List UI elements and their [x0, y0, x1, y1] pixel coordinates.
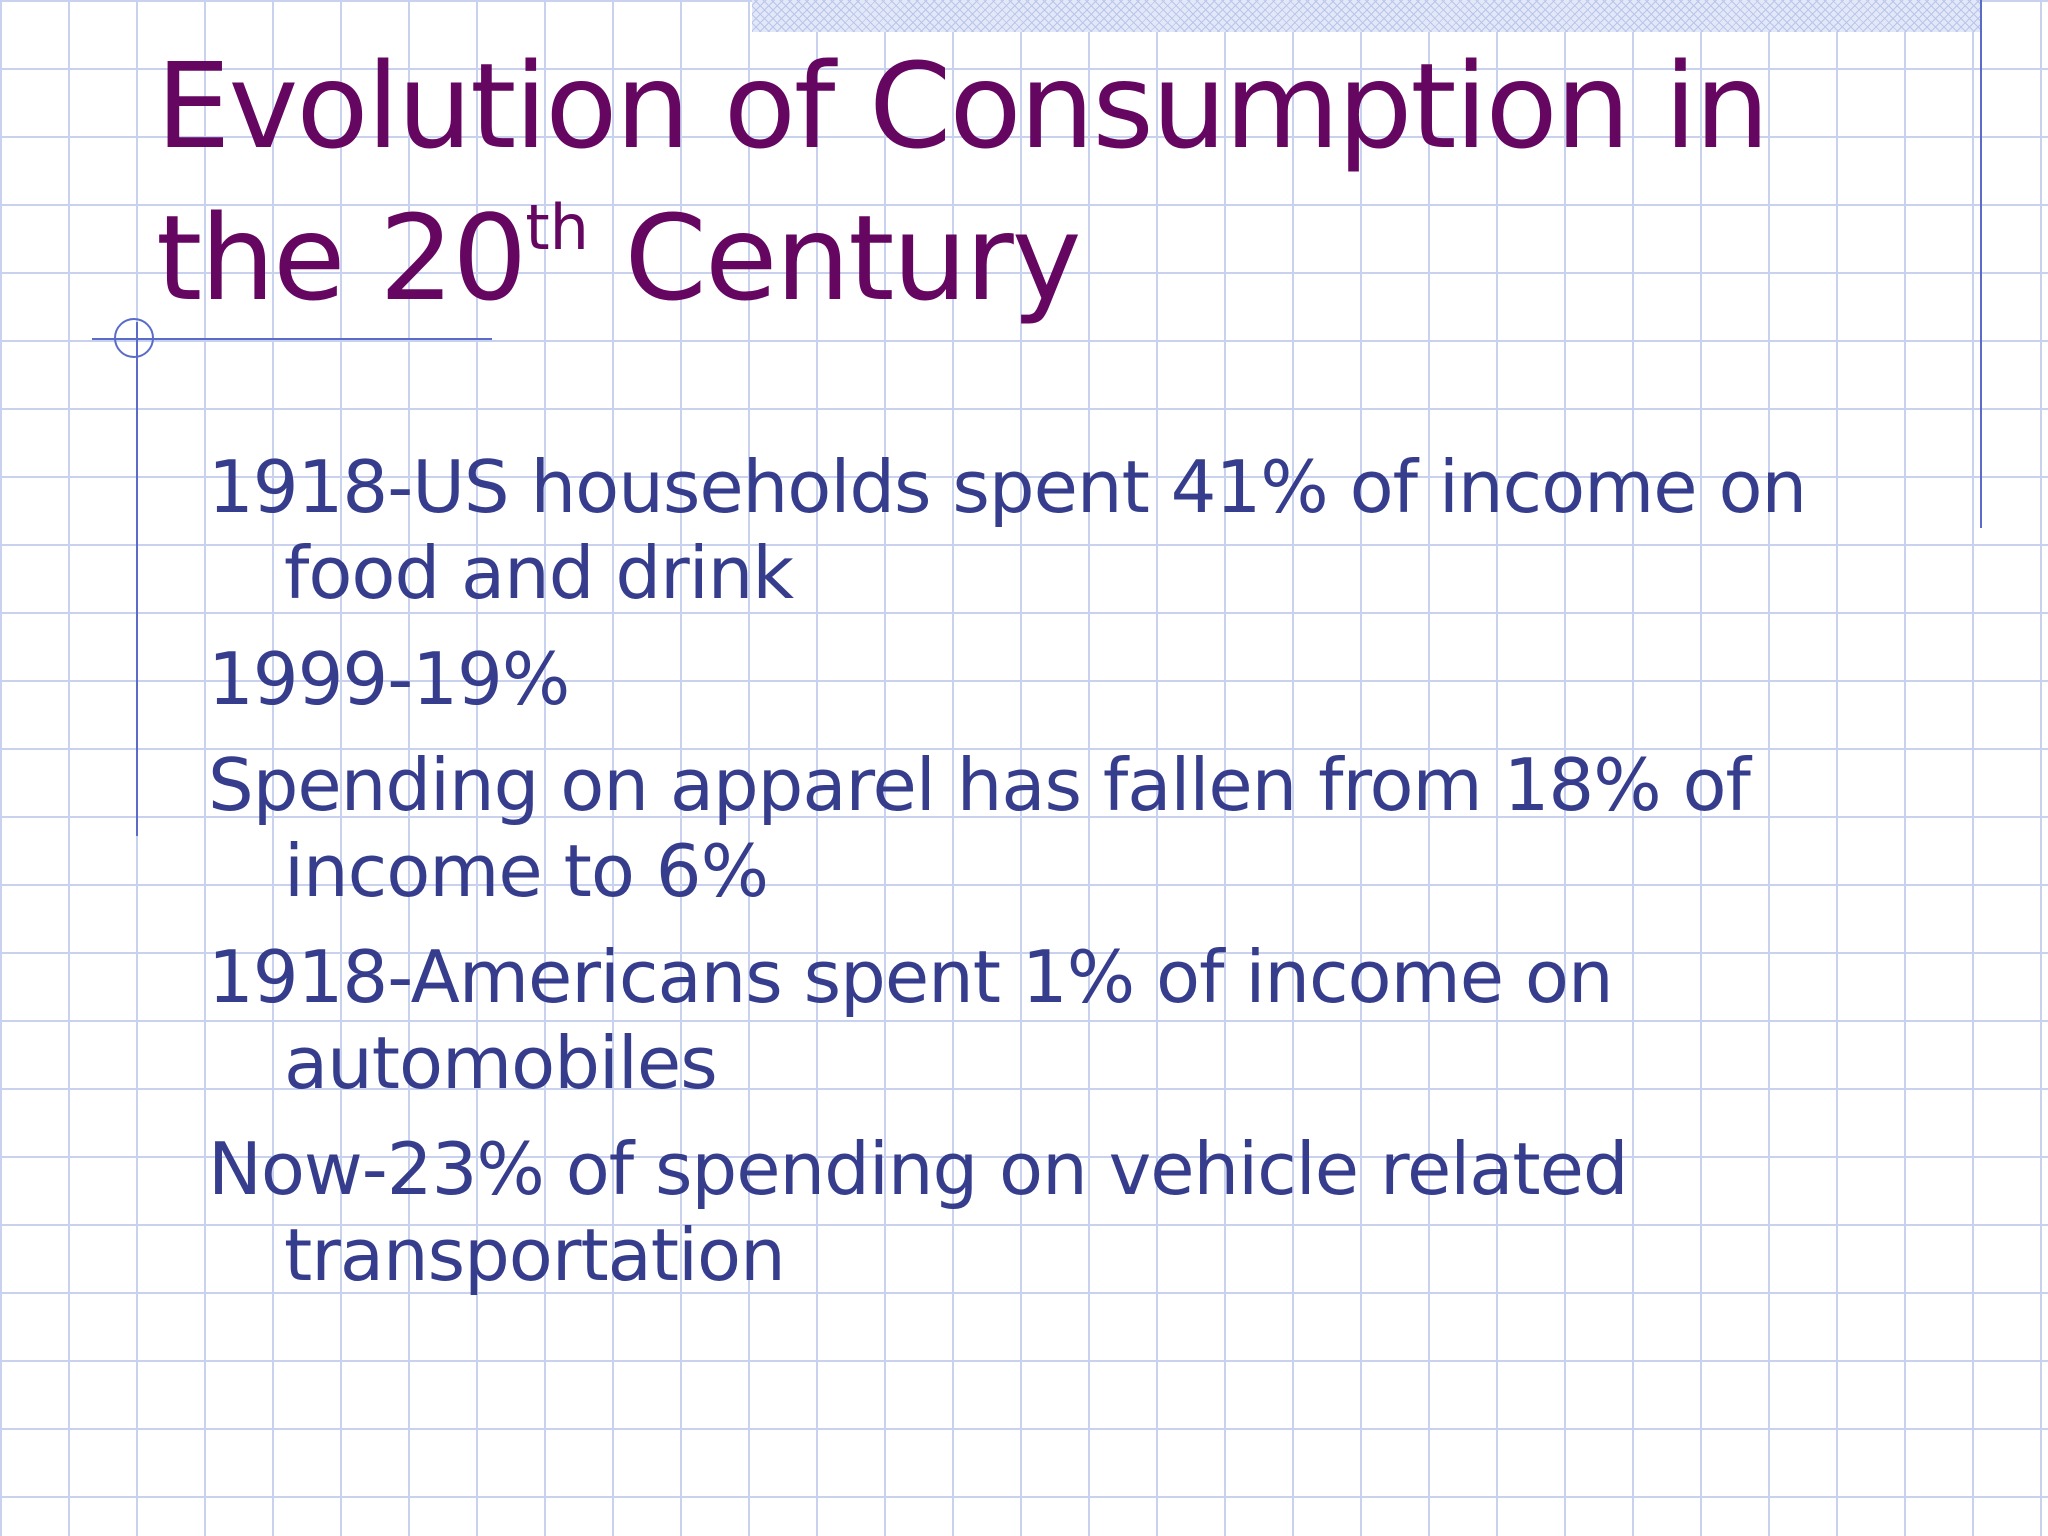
title-superscript: th [525, 191, 589, 264]
title-line-2-prefix: the 20 [156, 189, 527, 327]
bullet-item: 1918-US households spent 41% of income o… [208, 445, 1807, 615]
bullet-item: Now-23% of spending on vehicle related t… [208, 1127, 1629, 1297]
right-vertical-rule [1980, 0, 1982, 528]
decorative-ring [114, 318, 154, 358]
title-line-1: Evolution of Consumption in [156, 37, 1770, 175]
left-vertical-rule [136, 322, 138, 836]
top-decorative-band [752, 0, 1982, 32]
bullet-item: 1999-19% [208, 637, 570, 721]
title-line-2-suffix: Century [588, 189, 1081, 327]
slide-title: Evolution of Consumption in the 20th Cen… [156, 30, 1956, 334]
bullet-item: 1918-Americans spent 1% of income on aut… [208, 935, 1614, 1105]
title-underline-rule [92, 338, 492, 340]
bullet-item: Spending on apparel has fallen from 18% … [208, 743, 1751, 913]
bullet-list: 1918-US households spent 41% of income o… [208, 444, 1948, 1318]
